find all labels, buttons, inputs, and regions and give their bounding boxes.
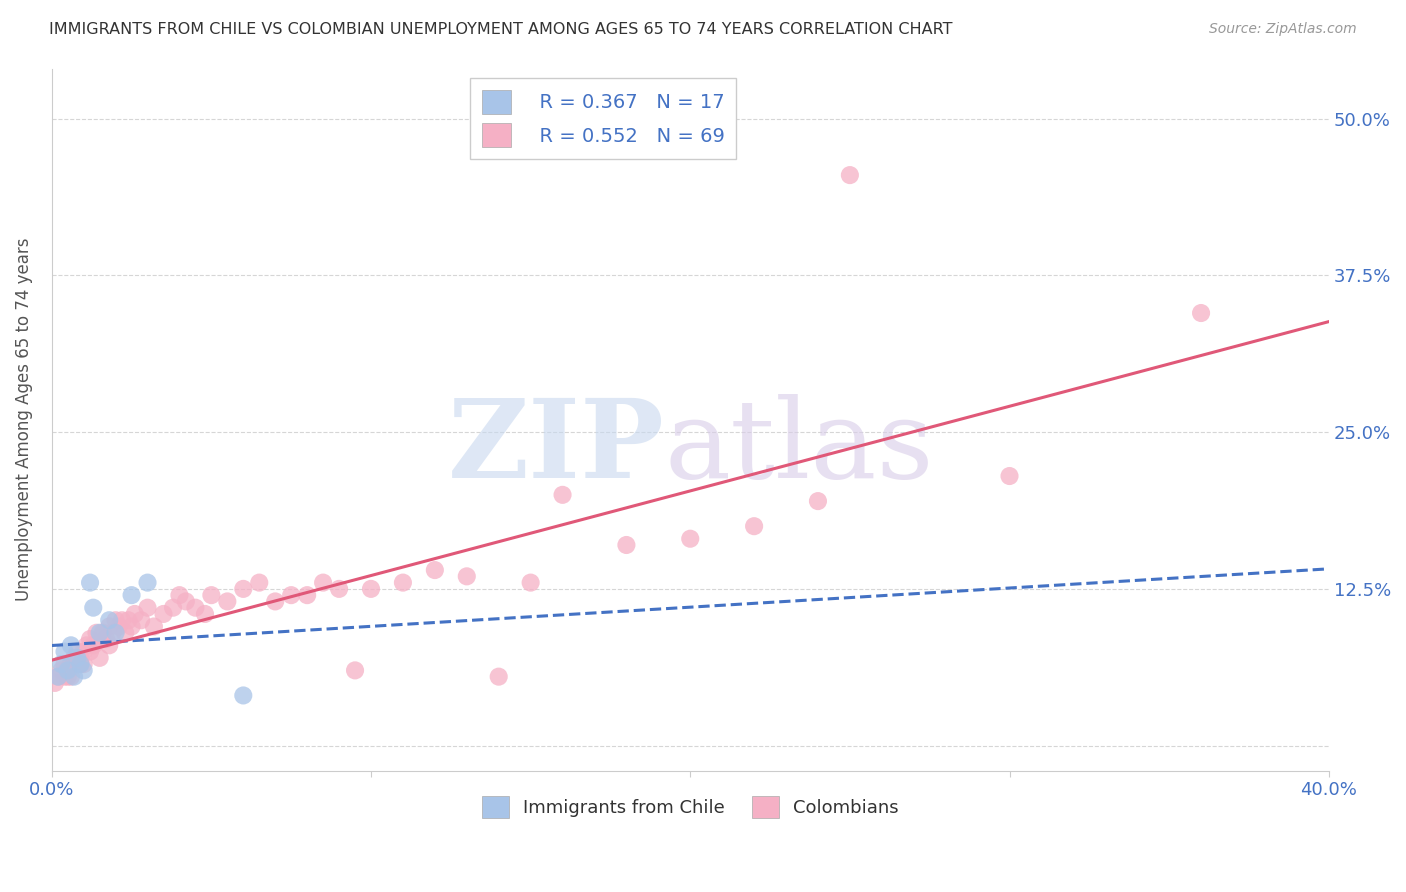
Point <box>264 594 287 608</box>
Point <box>232 582 254 596</box>
Point <box>44 676 66 690</box>
Point <box>53 657 76 672</box>
Point <box>616 538 638 552</box>
Point <box>89 650 111 665</box>
Point <box>328 582 350 596</box>
Text: ZIP: ZIP <box>449 394 665 501</box>
Point <box>807 494 830 508</box>
Point <box>280 588 302 602</box>
Point <box>51 657 73 672</box>
Point <box>152 607 174 621</box>
Point <box>551 488 574 502</box>
Point <box>129 613 152 627</box>
Point <box>82 600 104 615</box>
Point <box>1189 306 1212 320</box>
Point <box>79 644 101 658</box>
Point <box>89 632 111 646</box>
Point <box>194 607 217 621</box>
Point <box>136 575 159 590</box>
Point <box>79 575 101 590</box>
Point <box>456 569 478 583</box>
Point <box>56 664 79 678</box>
Point <box>111 613 134 627</box>
Text: Source: ZipAtlas.com: Source: ZipAtlas.com <box>1209 22 1357 37</box>
Point <box>423 563 446 577</box>
Point <box>107 619 129 633</box>
Point <box>174 594 197 608</box>
Point <box>124 607 146 621</box>
Point <box>69 650 91 665</box>
Point <box>101 625 124 640</box>
Point <box>63 657 86 672</box>
Point <box>121 588 143 602</box>
Point <box>519 575 541 590</box>
Point <box>91 625 114 640</box>
Point <box>73 644 96 658</box>
Point <box>184 600 207 615</box>
Point <box>838 168 860 182</box>
Point <box>104 613 127 627</box>
Point <box>247 575 270 590</box>
Point <box>98 638 121 652</box>
Point <box>69 657 91 672</box>
Point <box>114 625 136 640</box>
Point <box>360 582 382 596</box>
Point <box>63 670 86 684</box>
Point <box>217 594 239 608</box>
Point <box>56 670 79 684</box>
Point <box>295 588 318 602</box>
Point <box>998 469 1021 483</box>
Point <box>98 619 121 633</box>
Point <box>79 632 101 646</box>
Point <box>344 664 367 678</box>
Legend: Immigrants from Chile, Colombians: Immigrants from Chile, Colombians <box>474 789 907 825</box>
Point <box>162 600 184 615</box>
Point <box>66 644 89 658</box>
Point <box>312 575 335 590</box>
Point <box>69 657 91 672</box>
Point <box>66 650 89 665</box>
Point <box>488 670 510 684</box>
Point <box>392 575 415 590</box>
Point <box>46 670 69 684</box>
Point <box>59 638 82 652</box>
Point <box>51 664 73 678</box>
Point <box>98 613 121 627</box>
Point <box>142 619 165 633</box>
Point <box>94 632 117 646</box>
Point <box>53 670 76 684</box>
Point <box>104 625 127 640</box>
Point <box>56 664 79 678</box>
Y-axis label: Unemployment Among Ages 65 to 74 years: Unemployment Among Ages 65 to 74 years <box>15 238 32 601</box>
Point <box>82 638 104 652</box>
Point <box>86 625 108 640</box>
Point <box>76 638 98 652</box>
Point <box>59 670 82 684</box>
Point <box>169 588 191 602</box>
Point <box>63 650 86 665</box>
Point <box>200 588 222 602</box>
Point <box>742 519 765 533</box>
Point <box>59 657 82 672</box>
Point <box>89 625 111 640</box>
Point <box>73 657 96 672</box>
Point <box>53 644 76 658</box>
Text: IMMIGRANTS FROM CHILE VS COLOMBIAN UNEMPLOYMENT AMONG AGES 65 TO 74 YEARS CORREL: IMMIGRANTS FROM CHILE VS COLOMBIAN UNEMP… <box>49 22 953 37</box>
Point <box>232 689 254 703</box>
Point <box>66 657 89 672</box>
Point <box>679 532 702 546</box>
Point <box>117 613 139 627</box>
Point <box>121 619 143 633</box>
Point <box>136 600 159 615</box>
Point <box>73 664 96 678</box>
Point <box>46 670 69 684</box>
Text: atlas: atlas <box>665 394 935 501</box>
